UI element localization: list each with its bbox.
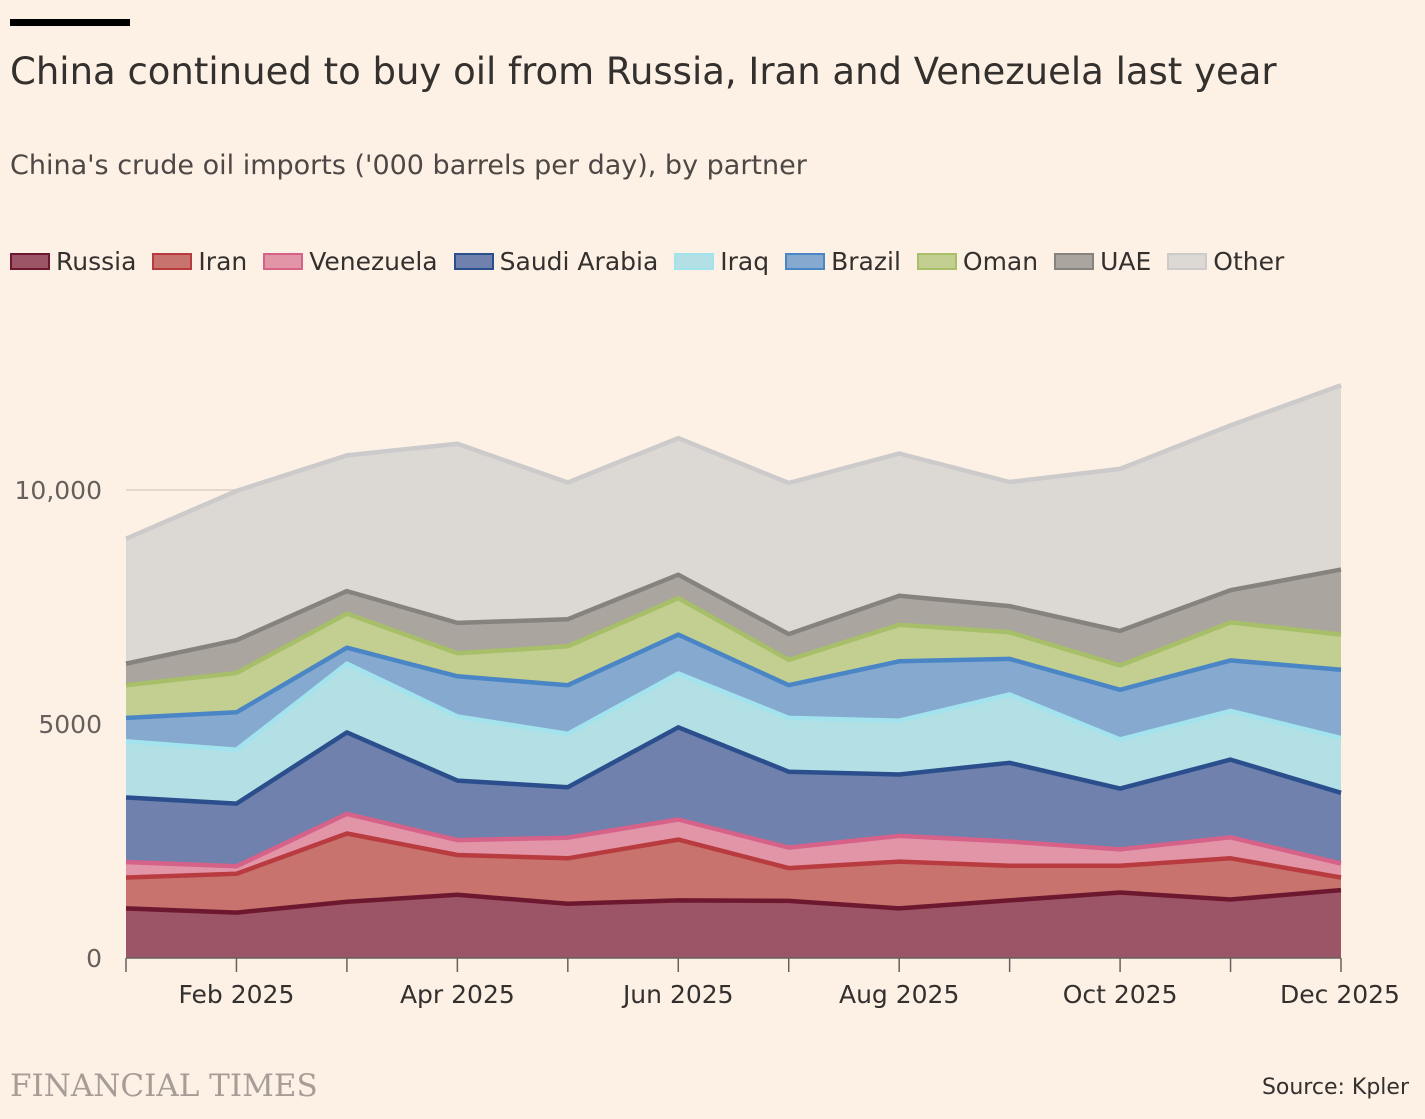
legend-label: Brazil	[831, 247, 901, 276]
chart-legend: Russia Iran Venezuela Saudi Arabia Iraq Brazi…	[10, 247, 1300, 276]
legend-swatch	[152, 253, 193, 270]
y-tick-label: 5000	[38, 710, 102, 739]
legend-item-oman: Oman	[916, 247, 1039, 276]
legend-swatch	[453, 253, 494, 270]
legend-item-brazil: Brazil	[785, 247, 901, 276]
legend-label: Iran	[198, 247, 248, 276]
legend-label: UAE	[1100, 247, 1152, 276]
legend-label: Russia	[56, 247, 137, 276]
area-russia	[126, 890, 1341, 958]
legend-swatch	[10, 253, 50, 270]
chart-subtitle: China's crude oil imports ('000 barrels …	[10, 150, 807, 181]
legend-item-russia: Russia	[10, 247, 136, 276]
area-brazil	[126, 634, 1341, 750]
legend-swatch	[674, 253, 715, 270]
legend-swatch	[263, 253, 304, 270]
ft-logo: FINANCIAL TIMES	[10, 1068, 318, 1104]
line-iran	[125, 831, 1342, 880]
legend-item-other: Other	[1167, 247, 1284, 276]
legend-item-uae: UAE	[1054, 247, 1151, 276]
line-uae	[125, 567, 1342, 666]
line-saudi-arabia	[125, 725, 1342, 806]
legend-swatch	[1167, 253, 1208, 270]
legend-item-iraq: Iraq	[674, 247, 769, 276]
line-venezuela	[125, 811, 1342, 869]
legend-swatch	[1054, 253, 1095, 270]
area-other	[126, 385, 1341, 664]
legend-swatch	[785, 253, 826, 270]
legend-item-iran: Iran	[152, 247, 247, 276]
x-tick-label: Feb 2025	[179, 980, 295, 1009]
y-tick-label: 10,000	[15, 476, 102, 505]
line-brazil	[125, 632, 1342, 721]
legend-label: Iraq	[720, 247, 770, 276]
x-tick-label: Oct 2025	[1063, 980, 1178, 1009]
x-tick-label: Dec 2025	[1280, 980, 1400, 1009]
legend-label: Other	[1213, 247, 1285, 276]
source-note: Source: Kpler	[1261, 1075, 1409, 1100]
area-venezuela	[126, 813, 1341, 878]
x-tick-label: Aug 2025	[839, 980, 959, 1009]
line-iraq	[125, 661, 1342, 752]
legend-item-venezuela: Venezuela	[263, 247, 438, 276]
line-russia	[125, 887, 1342, 915]
x-tick-label: Apr 2025	[400, 980, 515, 1009]
legend-label: Oman	[962, 247, 1039, 276]
area-iran	[126, 833, 1341, 913]
legend-label: Venezuela	[309, 247, 438, 276]
line-oman	[125, 595, 1342, 688]
legend-item-saudi-arabia: Saudi Arabia	[453, 247, 659, 276]
chart-plot: 0 5000 10,000 Feb 2025 Apr 2025 Jun 2025 Aug 2…	[15, 383, 1400, 1009]
brand-top-bar	[10, 19, 130, 26]
legend-swatch	[916, 253, 957, 270]
x-tick-label: Jun 2025	[621, 980, 734, 1009]
line-other	[125, 383, 1342, 541]
chart-title: China continued to buy oil from Russia, …	[10, 50, 1277, 93]
y-tick-label: 0	[86, 944, 102, 973]
legend-label: Saudi Arabia	[499, 247, 659, 276]
